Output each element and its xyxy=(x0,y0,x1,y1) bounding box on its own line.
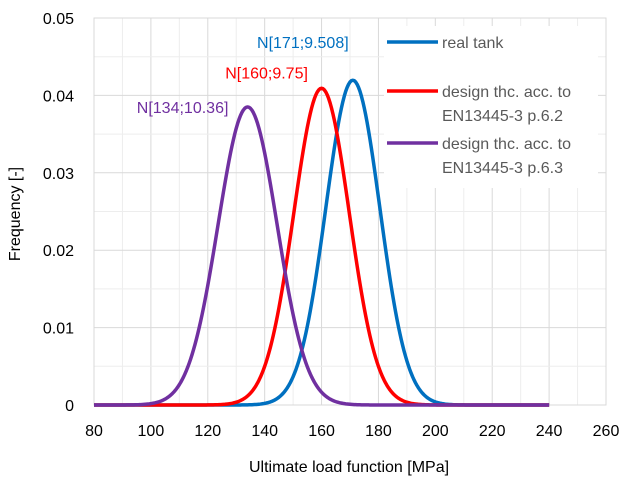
series-annotation-0: N[171;9.508] xyxy=(257,35,349,52)
annotation-layer: N[171;9.508] N[160;9.75] N[134;10.36] xyxy=(137,35,349,117)
y-tick-label: 0.04 xyxy=(43,88,74,105)
legend-label-2: design thc. acc. to xyxy=(442,136,571,153)
x-tick-label: 160 xyxy=(308,423,335,440)
y-axis-title: Frequency [-] xyxy=(7,167,24,261)
axis-layer: 80 100 120 140 160 180 200 220 240 260 0 0.01 0.02 0.… xyxy=(43,11,620,440)
series-annotation-2: N[134;10.36] xyxy=(137,100,229,117)
y-tick-label: 0.05 xyxy=(43,11,74,28)
y-tick-label: 0 xyxy=(65,398,74,415)
x-tick-label: 220 xyxy=(479,423,506,440)
y-tick-label: 0.01 xyxy=(43,321,74,338)
legend-background xyxy=(384,26,598,188)
series-layer xyxy=(93,78,550,407)
x-tick-label: 100 xyxy=(138,423,165,440)
x-tick-label: 120 xyxy=(194,423,221,440)
legend-layer: real tank design thc. acc. to EN13445-3 p.… xyxy=(384,26,598,188)
x-tick-label: 260 xyxy=(593,423,620,440)
x-tick-label: 200 xyxy=(422,423,449,440)
series-line-2 xyxy=(93,105,550,407)
legend-label-0: real tank xyxy=(442,35,504,52)
legend-label-2: EN13445-3 p.6.3 xyxy=(442,160,563,177)
x-tick-label: 180 xyxy=(365,423,392,440)
x-tick-label: 80 xyxy=(85,423,103,440)
series-annotation-1: N[160;9.75] xyxy=(225,65,308,82)
x-tick-label: 140 xyxy=(251,423,278,440)
legend-label-1: EN13445-3 p.6.2 xyxy=(442,108,563,125)
y-tick-label: 0.02 xyxy=(43,243,74,260)
y-tick-label: 0.03 xyxy=(43,166,74,183)
x-axis-title: Ultimate load function [MPa] xyxy=(249,459,449,476)
legend-label-1: design thc. acc. to xyxy=(442,84,571,101)
x-tick-label: 240 xyxy=(536,423,563,440)
